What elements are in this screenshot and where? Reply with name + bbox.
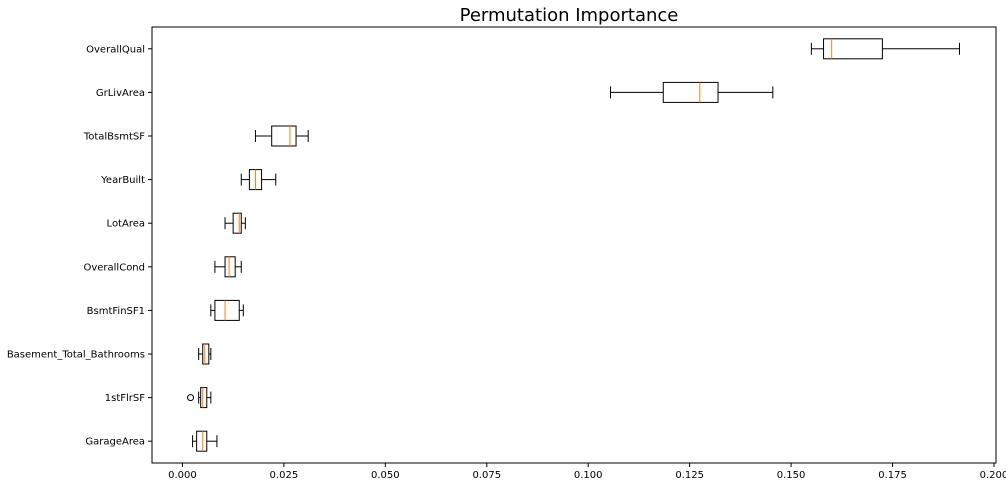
y-tick-label: Basement_Total_Bathrooms: [7, 350, 145, 361]
x-tick-label: 0.175: [878, 470, 907, 481]
box-iqr: [823, 38, 883, 60]
x-tick-label: 0.100: [574, 470, 603, 481]
box-iqr: [271, 125, 297, 147]
x-tick-label: 0.125: [675, 470, 704, 481]
y-tick-label: OverallQual: [86, 44, 145, 55]
x-tick-label: 0.000: [168, 470, 197, 481]
outlier-point: [187, 394, 195, 402]
y-tick-label: GrLivArea: [96, 88, 145, 99]
plot-area: 0.000 0.025 0.050 0.075 0.100 0.125 0.150 0.175…: [7, 26, 1006, 481]
x-tick-label: 0.025: [270, 470, 299, 481]
box-iqr: [202, 343, 210, 365]
box-iqr: [662, 81, 719, 103]
box-iqr: [232, 212, 242, 234]
box-iqr: [214, 299, 240, 321]
y-tick-label: YearBuilt: [100, 175, 145, 186]
axes-frame: [151, 26, 997, 464]
x-tick-label: 0.200: [980, 470, 1006, 481]
box-iqr: [196, 430, 208, 452]
chart-title: Permutation Importance: [460, 5, 679, 26]
y-tick-label: BsmtFinSF1: [87, 306, 145, 317]
y-tick-label: TotalBsmtSF: [83, 132, 145, 143]
x-tick-label: 0.075: [472, 470, 501, 481]
box-iqr: [224, 256, 236, 278]
y-tick-label: OverallCond: [83, 262, 145, 273]
y-tick-label: 1stFlrSF: [105, 393, 145, 404]
y-tick-label: GarageArea: [85, 437, 145, 448]
y-tick-label: LotArea: [107, 219, 145, 230]
x-tick-label: 0.050: [371, 470, 400, 481]
x-tick-label: 0.150: [777, 470, 806, 481]
box-iqr: [200, 387, 208, 409]
